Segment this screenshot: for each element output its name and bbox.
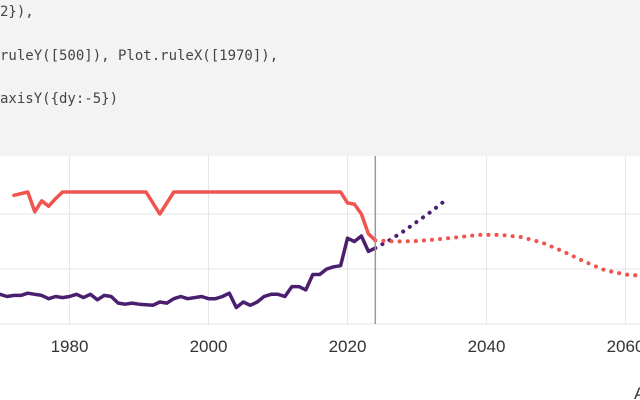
series-line-2 [373, 198, 447, 251]
series-line-3 [12, 190, 378, 243]
x-tick-label-2060: 2060 [607, 337, 640, 356]
x-tick-label-2040: 2040 [468, 337, 506, 356]
line-chart: 1980 2000 2020 2040 2060 A [0, 156, 640, 400]
code-line-2: ruleY([500]), Plot.ruleX([1970]), [0, 48, 279, 64]
series-line-1 [0, 234, 378, 310]
x-tick-label-1980: 1980 [51, 337, 89, 356]
x-axis-label-fragment: A [634, 384, 640, 400]
series-line-4 [373, 232, 640, 278]
x-tick-label-2000: 2000 [190, 337, 228, 356]
chart-area: 1980 2000 2020 2040 2060 A [0, 156, 640, 400]
x-tick-label-2020: 2020 [329, 337, 367, 356]
code-line-3: axisY({dy:-5}) [0, 91, 119, 107]
code-panel: 2}), ruleY([500]), Plot.ruleX([1970]), a… [0, 0, 640, 156]
code-line-1: 2}), [0, 4, 34, 20]
